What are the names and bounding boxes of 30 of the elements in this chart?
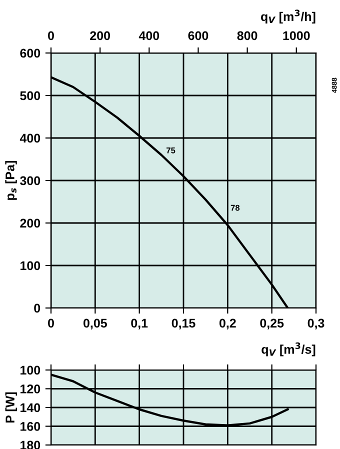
y-tick-label: 140 xyxy=(20,403,40,412)
y-tick-label: 400 xyxy=(20,134,40,143)
y-tick-label: 120 xyxy=(20,384,40,394)
x2-tick-label: 200 xyxy=(90,31,110,40)
x2-tick-label: 1000 xyxy=(283,31,310,40)
annotation: 78 xyxy=(230,204,240,211)
x-tick-label: 0,2 xyxy=(219,318,236,330)
x-tick-label: 0,1 xyxy=(131,318,148,330)
y-tick-label: 0 xyxy=(34,304,40,313)
y-tick-label: 160 xyxy=(20,422,40,431)
x2-tick-label: 800 xyxy=(237,31,258,40)
x-tick-label: 0,15 xyxy=(172,318,196,330)
y-tick-label: 500 xyxy=(20,91,40,100)
y-tick-label: 600 xyxy=(20,48,40,58)
x-tick-label: 0,05 xyxy=(84,318,107,330)
x-tick-label: 0,3 xyxy=(308,318,324,330)
x2-tick-label: 0 xyxy=(48,31,54,40)
y-axis-title: p$_{s}$ [Pa] xyxy=(5,161,17,200)
x-tick-label: 0,25 xyxy=(260,318,284,330)
y-tick-label: 100 xyxy=(20,261,40,270)
y-tick-label: 200 xyxy=(20,218,40,228)
y-tick-label: 100 xyxy=(20,366,40,375)
x2-tick-label: 600 xyxy=(188,31,208,40)
x2-tick-label: 400 xyxy=(138,31,160,40)
y-tick-label: 300 xyxy=(20,176,40,186)
x2-axis-title: q$_{V}$ [m$^{3}$/h] xyxy=(261,10,316,24)
x-axis-title: q$_{V}$ [m$^{3}$/s] xyxy=(262,342,316,356)
annotation: 75 xyxy=(166,148,176,154)
y-axis-title: P [W] xyxy=(5,392,17,423)
x-tick-label: 0 xyxy=(48,318,54,328)
